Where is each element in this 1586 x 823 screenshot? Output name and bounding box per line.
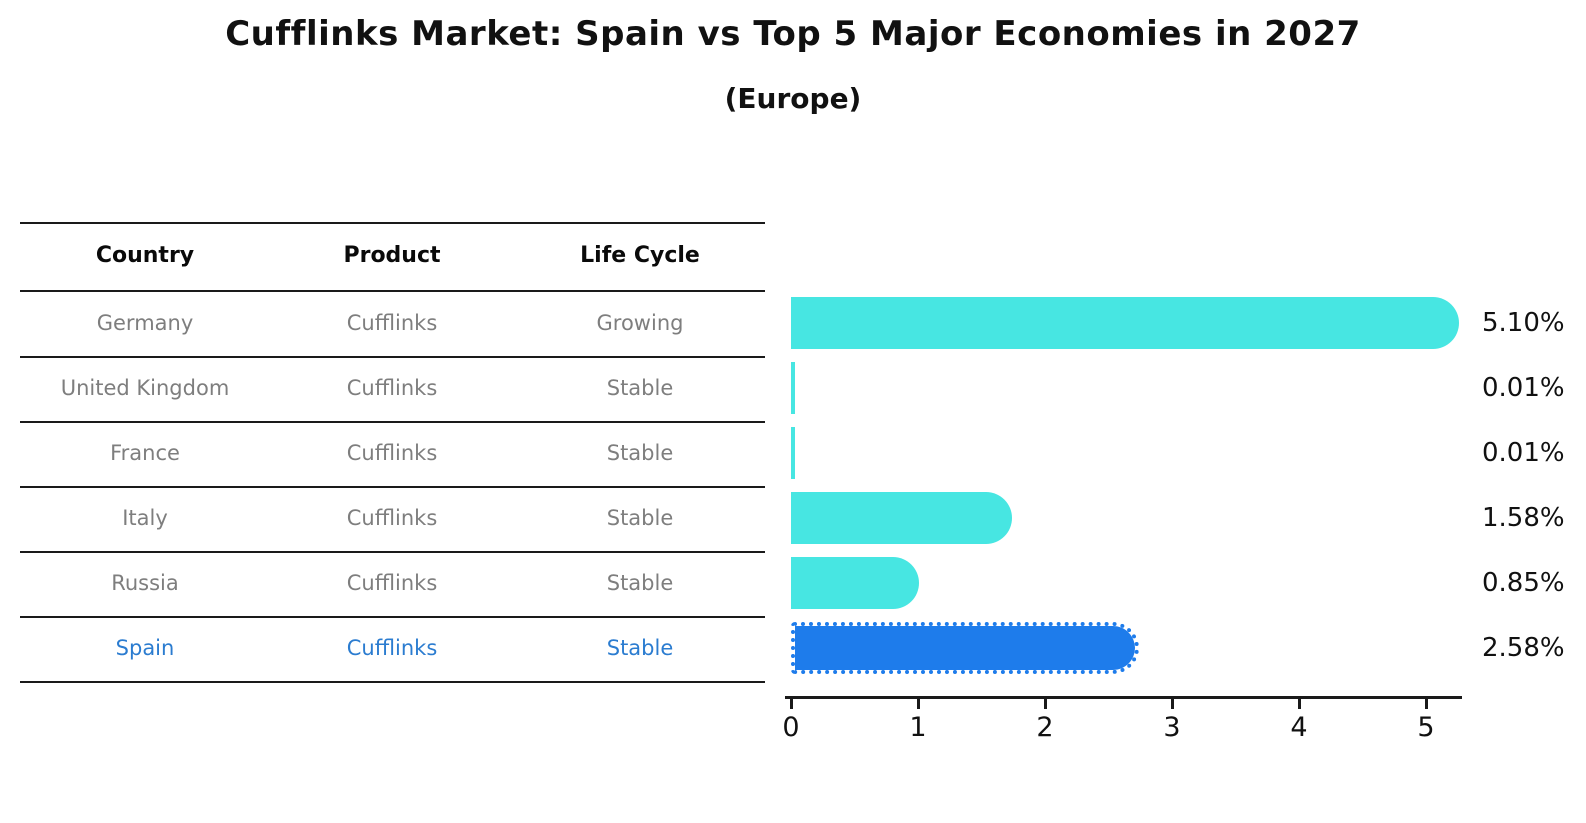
chart-subtitle: (Europe) (724, 82, 862, 115)
table-cell-life-cycle: Stable (606, 376, 674, 400)
table-cell-life-cycle: Growing (596, 311, 684, 335)
x-tick-label: 1 (909, 712, 927, 743)
x-tick-mark (916, 699, 920, 709)
table-rule (20, 616, 765, 618)
bar-united-kingdom (791, 362, 795, 414)
table-cell-product: Cufflinks (346, 636, 438, 660)
x-tick-mark (789, 699, 793, 709)
table-header-country: Country (95, 243, 195, 268)
value-label: 2.58% (1482, 633, 1565, 663)
table-cell-life-cycle: Stable (606, 636, 674, 660)
chart-title: Cufflinks Market: Spain vs Top 5 Major E… (225, 14, 1361, 54)
bar-russia (791, 557, 919, 609)
table-cell-product: Cufflinks (346, 441, 438, 465)
table-header-product: Product (343, 243, 441, 268)
table-rule (20, 421, 765, 423)
value-label: 0.01% (1482, 373, 1565, 403)
x-tick-label: 5 (1417, 712, 1435, 743)
bar-italy (791, 492, 1012, 544)
table-cell-product: Cufflinks (346, 376, 438, 400)
x-tick-label: 0 (782, 712, 800, 743)
table-rule (20, 681, 765, 683)
x-tick-label: 4 (1290, 712, 1308, 743)
value-label: 0.85% (1482, 568, 1565, 598)
table-rule (20, 222, 765, 224)
x-tick-mark (1297, 699, 1301, 709)
table-cell-country: France (110, 441, 180, 465)
table-cell-life-cycle: Stable (606, 506, 674, 530)
table-rule (20, 486, 765, 488)
table-rule (20, 290, 765, 292)
bar-france (791, 427, 795, 479)
table-cell-life-cycle: Stable (606, 441, 674, 465)
table-header-life-cycle: Life Cycle (580, 243, 700, 268)
x-tick-mark (1424, 699, 1428, 709)
table-cell-product: Cufflinks (346, 506, 438, 530)
bar-highlight-spain (791, 622, 1139, 674)
table-cell-country: Germany (96, 311, 194, 335)
bar-germany (791, 297, 1459, 349)
table-rule (20, 551, 765, 553)
x-tick-mark (1043, 699, 1047, 709)
x-tick-mark (1170, 699, 1174, 709)
table-cell-product: Cufflinks (346, 571, 438, 595)
x-tick-label: 2 (1036, 712, 1054, 743)
value-label: 5.10% (1482, 308, 1565, 338)
table-cell-country: Spain (115, 636, 175, 660)
value-label: 0.01% (1482, 438, 1565, 468)
table-cell-product: Cufflinks (346, 311, 438, 335)
table-cell-country: Italy (122, 506, 168, 530)
table-rule (20, 356, 765, 358)
x-axis-line (785, 696, 1462, 699)
value-label: 1.58% (1482, 503, 1565, 533)
table-cell-country: Russia (111, 571, 179, 595)
x-tick-label: 3 (1163, 712, 1181, 743)
table-cell-life-cycle: Stable (606, 571, 674, 595)
table-cell-country: United Kingdom (60, 376, 230, 400)
